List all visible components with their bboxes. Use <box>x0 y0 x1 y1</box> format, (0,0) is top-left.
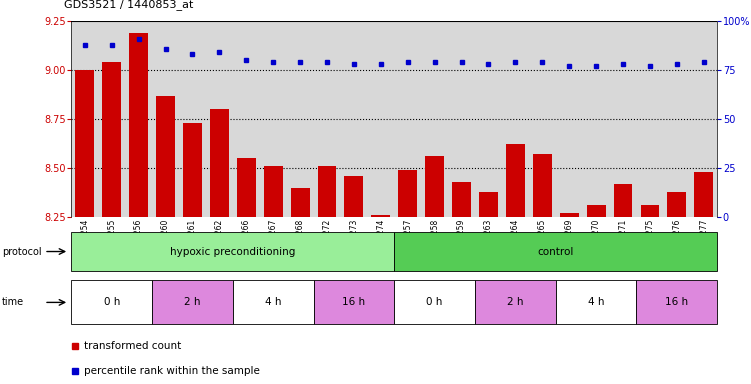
Bar <box>533 154 552 217</box>
Bar <box>345 176 363 217</box>
Bar <box>475 280 556 324</box>
Bar <box>695 172 713 217</box>
Bar <box>156 96 175 217</box>
Text: control: control <box>538 247 574 257</box>
Bar <box>452 182 471 217</box>
Text: 0 h: 0 h <box>427 297 443 308</box>
Bar <box>506 144 525 217</box>
Bar <box>314 280 394 324</box>
Text: hypoxic preconditioning: hypoxic preconditioning <box>170 247 295 257</box>
Bar <box>291 187 309 217</box>
Bar <box>237 158 255 217</box>
Bar <box>233 280 314 324</box>
Text: percentile rank within the sample: percentile rank within the sample <box>84 366 260 376</box>
Bar <box>394 280 475 324</box>
Bar <box>559 213 578 217</box>
Bar <box>75 70 94 217</box>
Text: 2 h: 2 h <box>184 297 201 308</box>
Bar <box>264 166 282 217</box>
Text: 4 h: 4 h <box>265 297 282 308</box>
Bar <box>183 123 202 217</box>
Bar <box>71 232 394 271</box>
Bar <box>668 192 686 217</box>
Bar <box>152 280 233 324</box>
Bar <box>479 192 498 217</box>
Bar <box>318 166 336 217</box>
Bar <box>372 215 391 217</box>
Bar <box>398 170 417 217</box>
Bar <box>102 62 121 217</box>
Text: time: time <box>2 297 24 308</box>
Text: 16 h: 16 h <box>342 297 366 308</box>
Bar <box>614 184 632 217</box>
Bar <box>425 156 444 217</box>
Bar <box>71 280 152 324</box>
Bar <box>637 280 717 324</box>
Text: 16 h: 16 h <box>665 297 689 308</box>
Text: transformed count: transformed count <box>84 341 182 351</box>
Bar <box>556 280 636 324</box>
Text: 2 h: 2 h <box>507 297 523 308</box>
Bar <box>210 109 229 217</box>
Text: 0 h: 0 h <box>104 297 120 308</box>
Bar <box>394 232 717 271</box>
Text: GDS3521 / 1440853_at: GDS3521 / 1440853_at <box>64 0 193 10</box>
Text: protocol: protocol <box>2 247 42 257</box>
Bar <box>129 33 148 217</box>
Bar <box>587 205 605 217</box>
Bar <box>641 205 659 217</box>
Text: 4 h: 4 h <box>588 297 605 308</box>
